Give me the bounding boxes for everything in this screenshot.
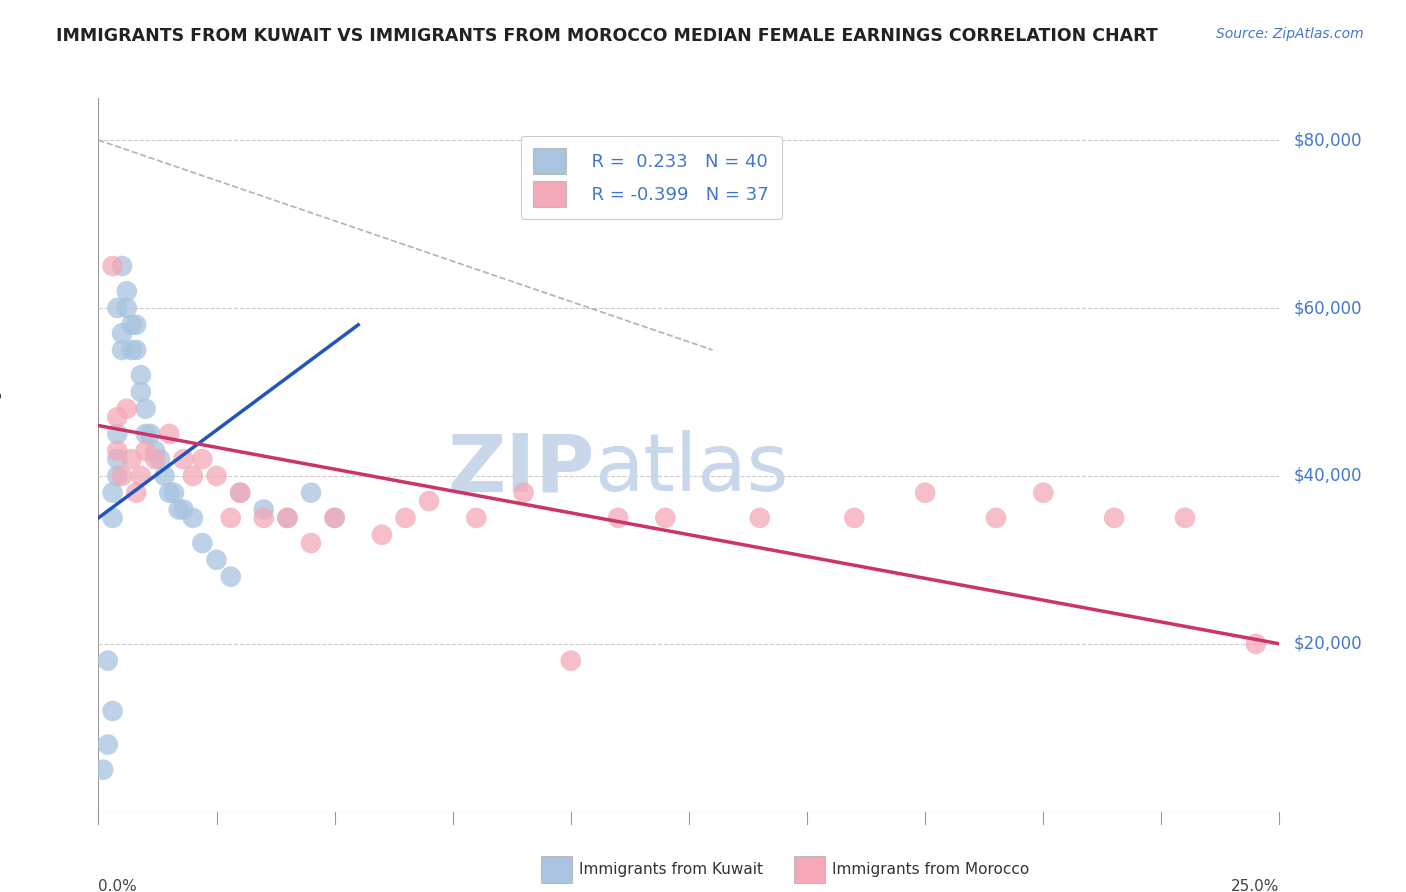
Point [172, 502, 194, 516]
Point [115, 401, 138, 416]
Point [418, 494, 440, 508]
Text: Immigrants from Morocco: Immigrants from Morocco [832, 863, 1029, 877]
Point [299, 485, 322, 500]
Point [163, 485, 186, 500]
Point [181, 469, 204, 483]
Point [125, 343, 148, 357]
Point [135, 401, 157, 416]
Point [1032, 485, 1054, 500]
Point [191, 452, 214, 467]
Point [105, 301, 128, 315]
Point [111, 259, 134, 273]
Point [115, 301, 138, 315]
Text: 0.0%: 0.0% [98, 879, 138, 892]
Text: Source: ZipAtlas.com: Source: ZipAtlas.com [1216, 27, 1364, 41]
Point [560, 654, 582, 668]
Point [121, 452, 143, 467]
Point [97, 738, 120, 752]
Point [748, 511, 770, 525]
Text: Median Female Earnings: Median Female Earnings [0, 383, 1, 569]
Point [125, 318, 148, 332]
Point [129, 469, 152, 483]
Point [229, 485, 252, 500]
Point [157, 426, 180, 441]
Point [191, 536, 214, 550]
Point [276, 511, 298, 525]
Point [111, 343, 134, 357]
Point [143, 443, 166, 458]
Point [157, 485, 180, 500]
Point [135, 443, 157, 458]
Text: $20,000: $20,000 [1294, 635, 1362, 653]
Point [181, 511, 204, 525]
Point [105, 410, 128, 425]
Point [101, 485, 124, 500]
Point [167, 502, 190, 516]
Point [299, 536, 322, 550]
Point [607, 511, 630, 525]
Point [1174, 511, 1197, 525]
Point [229, 485, 252, 500]
Text: IMMIGRANTS FROM KUWAIT VS IMMIGRANTS FROM MOROCCO MEDIAN FEMALE EARNINGS CORRELA: IMMIGRANTS FROM KUWAIT VS IMMIGRANTS FRO… [56, 27, 1159, 45]
Text: $80,000: $80,000 [1294, 131, 1362, 149]
Text: 25.0%: 25.0% [1232, 879, 1279, 892]
Point [105, 443, 128, 458]
Point [121, 318, 143, 332]
Point [276, 511, 298, 525]
Text: Immigrants from Kuwait: Immigrants from Kuwait [579, 863, 763, 877]
Point [135, 426, 157, 441]
Point [465, 511, 488, 525]
Point [115, 284, 138, 298]
Point [91, 763, 114, 777]
Point [844, 511, 866, 525]
Point [654, 511, 676, 525]
Point [105, 469, 128, 483]
Legend:   R =  0.233   N = 40,   R = -0.399   N = 37: R = 0.233 N = 40, R = -0.399 N = 37 [520, 136, 782, 219]
Point [111, 326, 134, 341]
Text: $60,000: $60,000 [1294, 299, 1362, 317]
Point [143, 452, 166, 467]
Point [97, 654, 120, 668]
Point [129, 368, 152, 383]
Point [205, 469, 228, 483]
Point [101, 259, 124, 273]
Point [205, 553, 228, 567]
Point [125, 485, 148, 500]
Point [219, 511, 242, 525]
Point [253, 511, 276, 525]
Point [101, 704, 124, 718]
Point [129, 384, 152, 399]
Point [121, 343, 143, 357]
Point [323, 511, 346, 525]
Point [512, 485, 534, 500]
Point [101, 511, 124, 525]
Point [394, 511, 416, 525]
Point [105, 452, 128, 467]
Point [139, 426, 162, 441]
Point [1102, 511, 1125, 525]
Text: ZIP: ZIP [447, 430, 595, 508]
Point [149, 452, 172, 467]
Point [219, 569, 242, 583]
Point [371, 527, 394, 541]
Point [323, 511, 346, 525]
Point [153, 469, 176, 483]
Text: $40,000: $40,000 [1294, 467, 1362, 485]
Point [105, 426, 128, 441]
Point [111, 469, 134, 483]
Point [1244, 637, 1267, 651]
Text: atlas: atlas [595, 430, 789, 508]
Point [253, 502, 276, 516]
Point [984, 511, 1007, 525]
Point [172, 452, 194, 467]
Point [914, 485, 936, 500]
